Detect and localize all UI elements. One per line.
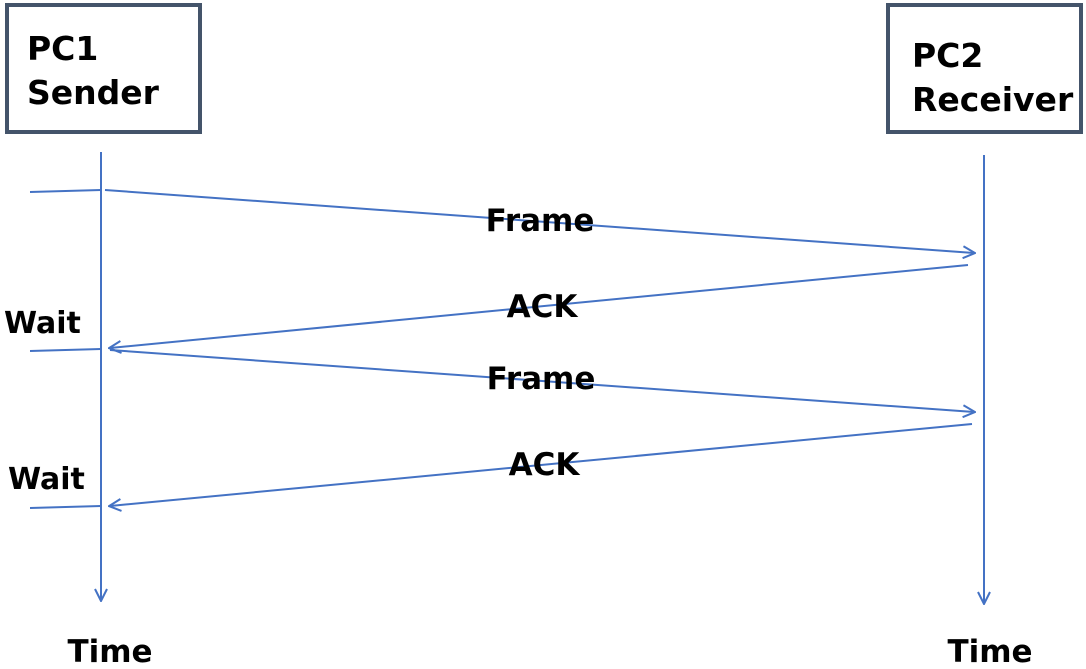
message-label-frame-2: Frame — [487, 361, 596, 397]
wait-tick-1 — [29, 348, 102, 352]
wait-label-1: Wait — [4, 306, 81, 341]
receiver-name: PC2 — [912, 36, 984, 75]
message-label-ack-2: ACK — [509, 447, 581, 483]
sender-time-label: Time — [67, 634, 152, 669]
receiver-box: PC2 Receiver — [886, 3, 1083, 134]
frame-arrow-2 — [109, 349, 974, 412]
message-label-ack-1: ACK — [507, 289, 579, 325]
ack-arrow-2 — [110, 423, 973, 506]
start-tick — [29, 189, 102, 193]
ack-arrow-1 — [110, 264, 969, 348]
sender-role: Sender — [27, 73, 159, 112]
wait-label-2: Wait — [8, 462, 85, 497]
receiver-role: Receiver — [912, 80, 1074, 119]
wait-tick-2 — [29, 505, 102, 509]
message-label-frame-1: Frame — [486, 203, 595, 239]
receiver-time-label: Time — [947, 634, 1032, 669]
frame-arrow-1 — [104, 189, 974, 253]
sender-name: PC1 — [27, 29, 99, 68]
sender-box: PC1 Sender — [5, 3, 202, 134]
